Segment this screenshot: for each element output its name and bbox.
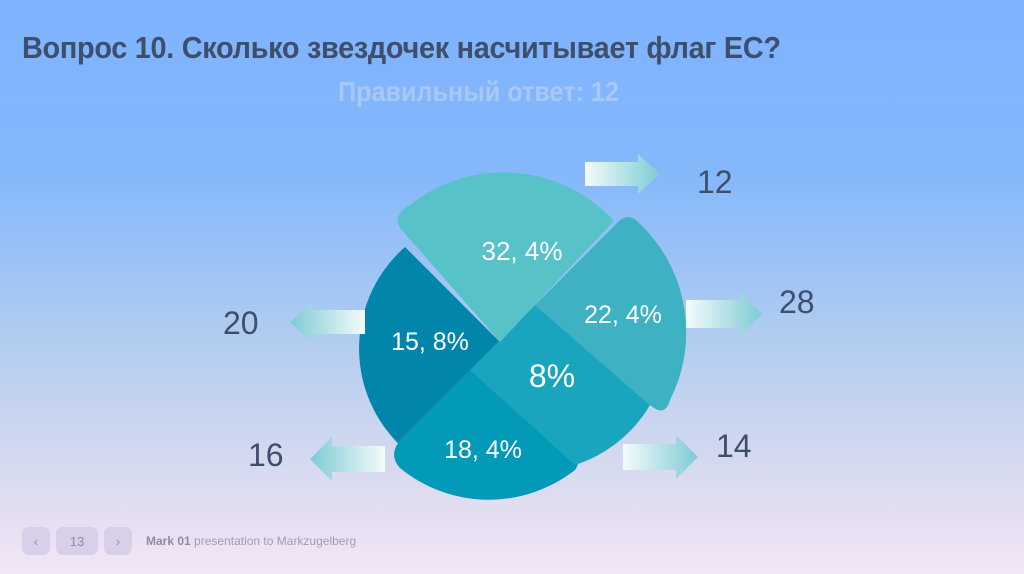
- segment-left: [359, 247, 500, 460]
- arrow-right-icon: [686, 292, 762, 336]
- arrow-left-icon: [310, 437, 385, 481]
- next-slide-button[interactable]: ›: [104, 527, 132, 555]
- page-number[interactable]: 13: [56, 527, 98, 555]
- answer-label-20: 20: [223, 305, 259, 341]
- segment-bottom-label: 18, 4%: [444, 436, 522, 464]
- arrow-right-icon: [623, 435, 698, 479]
- slide-title: Вопрос 10. Сколько звездочек насчитывает…: [22, 30, 781, 65]
- correct-answer-subtitle: Правильный ответ: 12: [338, 76, 619, 107]
- segment-right-label: 22, 4%: [584, 301, 662, 329]
- prev-slide-button[interactable]: ‹: [22, 527, 50, 555]
- segment-center-label: 8%: [529, 358, 575, 394]
- segment-center: [470, 305, 650, 465]
- answer-label-14: 14: [716, 428, 752, 464]
- arrow-right-icon: [585, 154, 660, 194]
- footer-brand: Mark 01: [146, 534, 191, 548]
- segment-top-label: 32, 4%: [482, 236, 563, 266]
- segment-left-label: 15, 8%: [391, 328, 469, 356]
- chevron-right-icon: ›: [115, 533, 121, 549]
- segment-right: [535, 217, 687, 411]
- footer-caption-text: presentation to Markzugelberg: [194, 534, 357, 548]
- answer-label-28: 28: [779, 284, 815, 320]
- chevron-left-icon: ‹: [33, 533, 39, 549]
- arrow-left-icon: [290, 302, 365, 342]
- slide-footer: ‹ 13 › Mark 01 presentation to Markzugel…: [22, 527, 356, 555]
- footer-caption: Mark 01 presentation to Markzugelberg: [146, 534, 356, 548]
- segment-bottom: [394, 370, 579, 500]
- answer-label-16: 16: [248, 437, 284, 473]
- segment-top: [397, 172, 614, 342]
- answer-label-12: 12: [697, 164, 733, 200]
